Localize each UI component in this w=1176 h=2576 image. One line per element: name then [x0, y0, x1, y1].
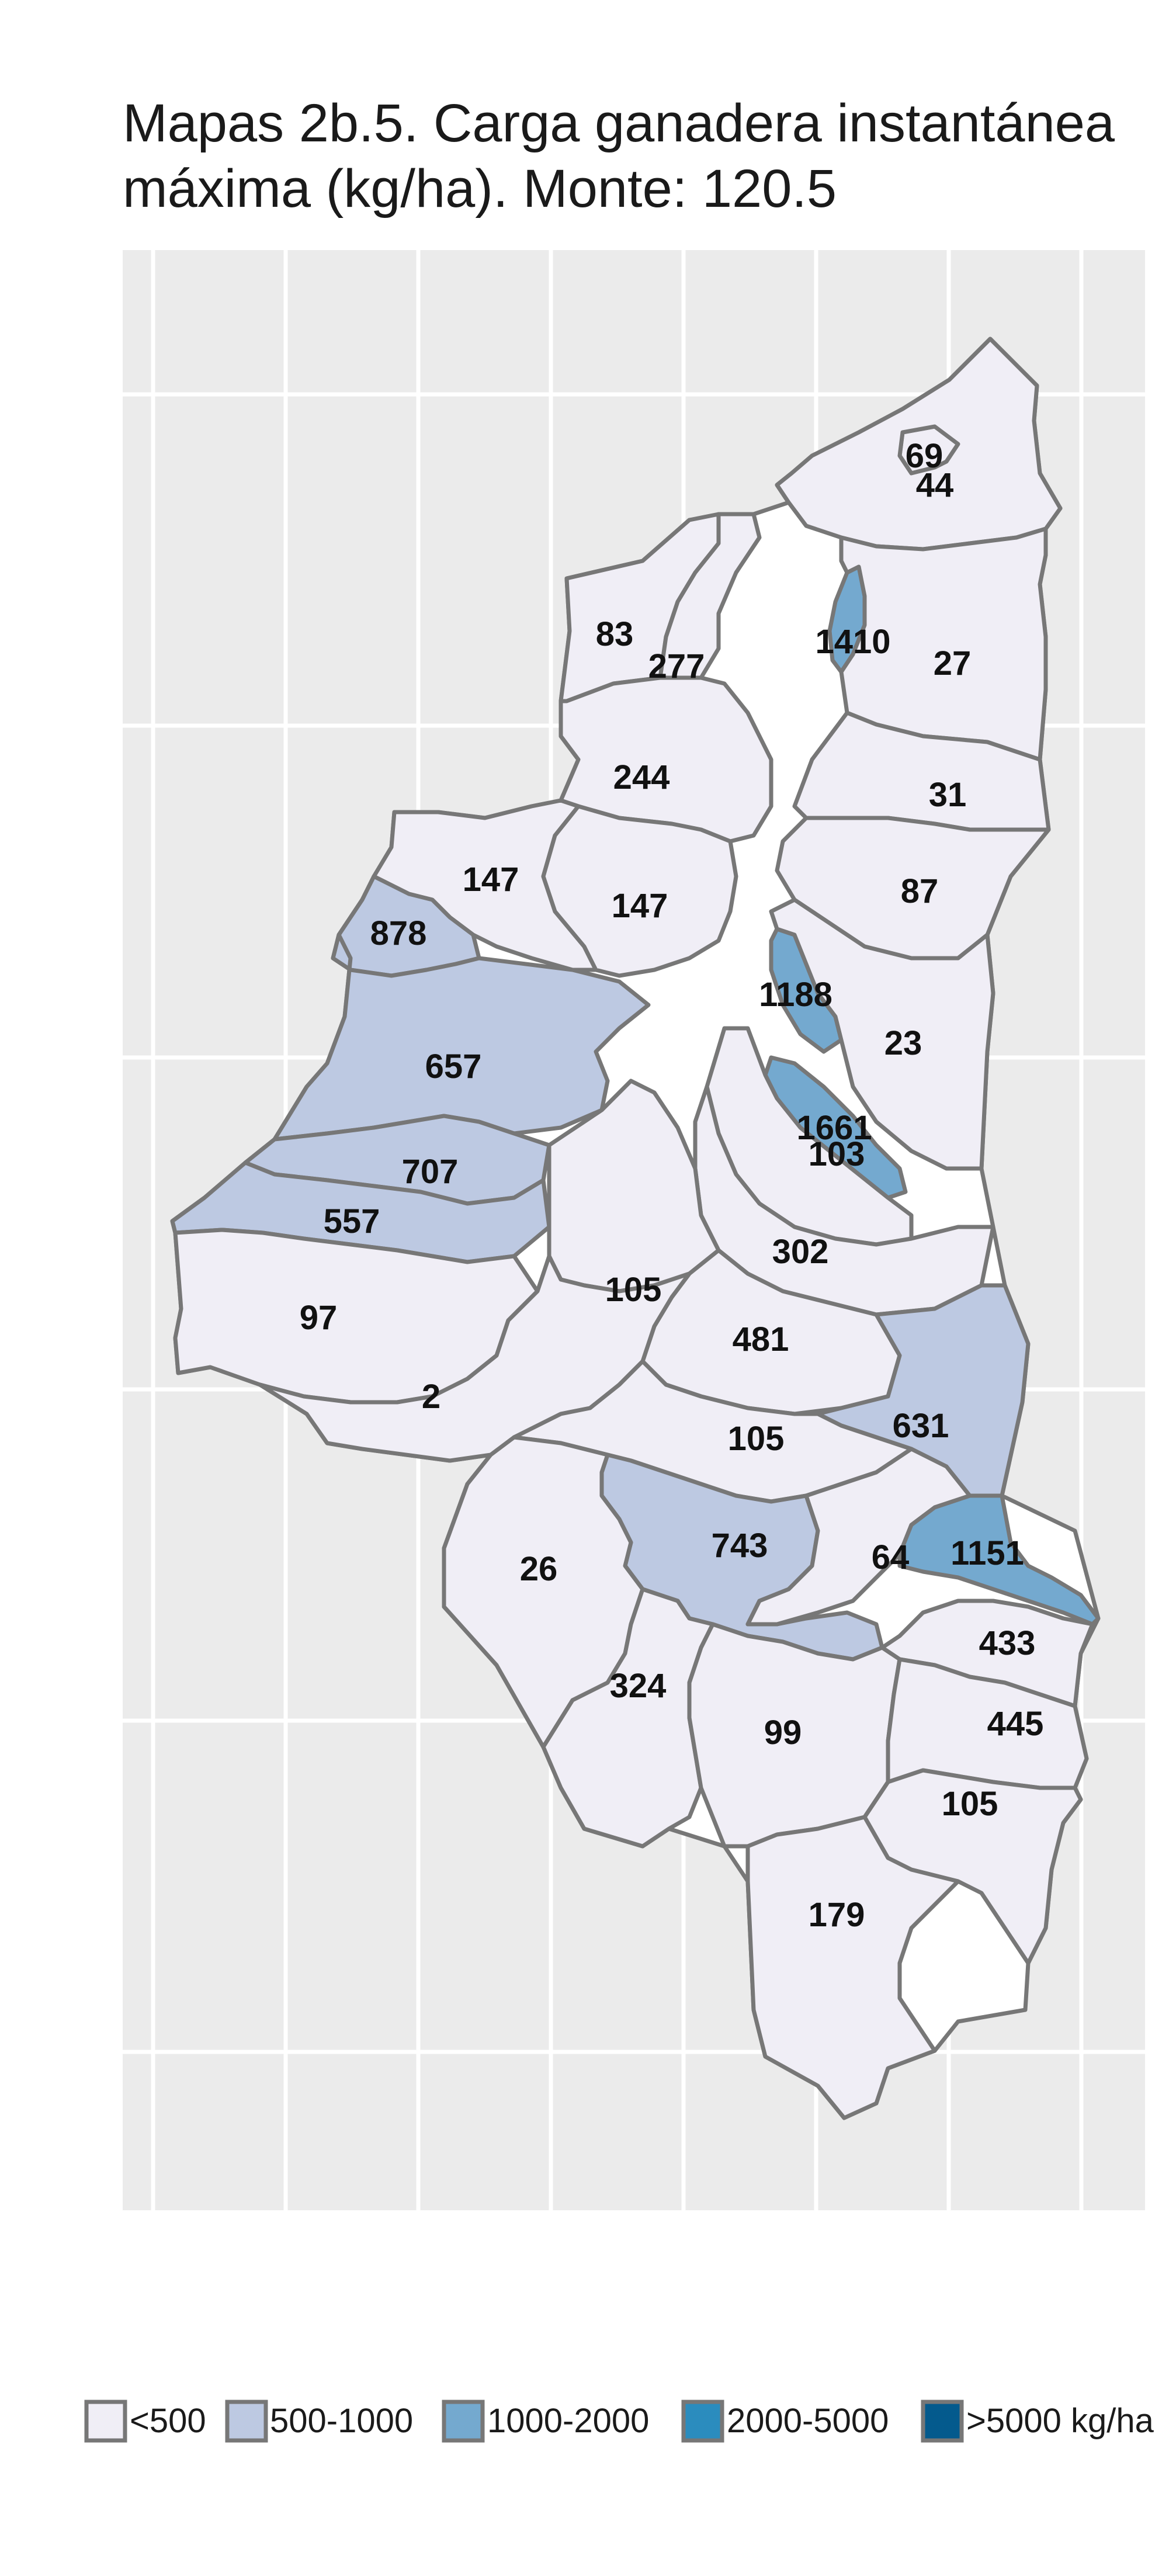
label-743: 743	[712, 1527, 768, 1565]
parcel-147b[interactable]	[541, 804, 738, 978]
legend-key-lt500	[84, 2400, 127, 2443]
label-87: 87	[901, 872, 939, 910]
label-277: 277	[648, 647, 705, 685]
label-64: 64	[872, 1538, 910, 1576]
label-83: 83	[596, 615, 634, 653]
label-23: 23	[884, 1024, 922, 1062]
parcel-64[interactable]	[745, 1447, 972, 1627]
label-147a: 147	[463, 861, 519, 899]
legend-label-2000-5000: 2000-5000	[727, 2402, 889, 2440]
map-title-line-1: Mapas 2b.5. Carga ganadera instantánea	[123, 93, 1115, 153]
label-105a: 105	[605, 1271, 662, 1309]
label-1188: 1188	[759, 976, 832, 1014]
label-244: 244	[613, 758, 670, 796]
label-99: 99	[764, 1714, 802, 1752]
legend-key-2000-5000	[681, 2400, 724, 2443]
legend-label-1000-2000: 1000-2000	[487, 2402, 649, 2440]
label-27: 27	[934, 644, 972, 682]
label-878: 878	[370, 914, 427, 952]
label-44: 44	[916, 466, 954, 504]
label-2: 2	[422, 1378, 440, 1416]
legend-label-500-1000: 500-1000	[270, 2402, 413, 2440]
parcel-179[interactable]	[745, 1815, 960, 2120]
label-1151: 1151	[950, 1534, 1024, 1572]
legend-key-500-1000	[225, 2400, 268, 2443]
legend-key-gt5000	[921, 2400, 964, 2443]
parcel-labels: 69 44 83 277 1410 27 244 31 147 147 87 8…	[300, 437, 1044, 1934]
label-657: 657	[425, 1048, 482, 1086]
legend-key-1000-2000	[442, 2400, 485, 2443]
label-26: 26	[520, 1550, 558, 1588]
legend-label-lt500: <500	[130, 2402, 206, 2440]
label-1410: 1410	[815, 623, 890, 661]
map-title: Mapas 2b.5. Carga ganadera instantánea m…	[123, 91, 1168, 221]
parcels	[170, 337, 1101, 2120]
label-324: 324	[610, 1667, 667, 1705]
parcel-657[interactable]	[272, 932, 651, 1142]
label-481: 481	[733, 1320, 789, 1358]
label-1661: 1661	[796, 1109, 872, 1147]
label-302: 302	[772, 1233, 829, 1271]
label-179: 179	[809, 1896, 865, 1934]
label-631: 631	[893, 1407, 949, 1445]
label-557: 557	[324, 1202, 380, 1240]
label-105c: 105	[942, 1785, 998, 1823]
parcel-23[interactable]	[769, 897, 995, 1171]
label-103: 103	[809, 1135, 865, 1173]
label-147b: 147	[612, 887, 668, 925]
label-69: 69	[906, 437, 943, 475]
legend-label-gt5000: >5000 kg/ha	[966, 2402, 1154, 2440]
parcel-1151[interactable]	[897, 1493, 1101, 1627]
map-title-line-2: máxima (kg/ha). Monte: 120.5	[123, 159, 837, 219]
label-433: 433	[979, 1624, 1036, 1662]
label-445: 445	[987, 1705, 1044, 1743]
label-97: 97	[300, 1299, 338, 1337]
label-707: 707	[402, 1153, 459, 1191]
label-31: 31	[929, 776, 967, 814]
label-105b: 105	[728, 1420, 785, 1458]
